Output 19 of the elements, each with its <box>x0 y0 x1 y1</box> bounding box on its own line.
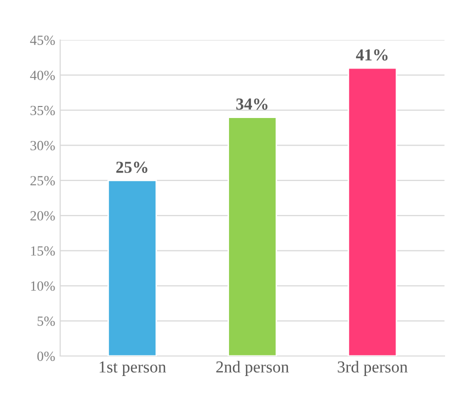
y-tick-label: 25% <box>30 176 55 186</box>
x-tick-label: 3rd person <box>338 360 408 376</box>
y-tick-label: 5% <box>38 316 55 326</box>
data-label: 41% <box>356 49 388 61</box>
y-tick-label: 45% <box>30 36 55 45</box>
y-tick-label: 0% <box>37 352 55 361</box>
bar <box>228 116 278 356</box>
x-tick-label: 1st person <box>100 361 166 376</box>
data-label: 25% <box>116 162 148 173</box>
x-tick-label: 2nd person <box>216 360 289 376</box>
data-label: 34% <box>236 98 268 110</box>
bar <box>108 180 157 356</box>
y-tick-label: 30% <box>30 140 55 150</box>
y-tick-label: 40% <box>30 70 55 80</box>
bar <box>348 67 398 356</box>
y-tick-label: 20% <box>30 211 55 221</box>
y-tick-label: 35% <box>30 106 55 116</box>
y-tick-label: 15% <box>31 246 55 256</box>
y-tick-label: 10% <box>31 281 55 291</box>
